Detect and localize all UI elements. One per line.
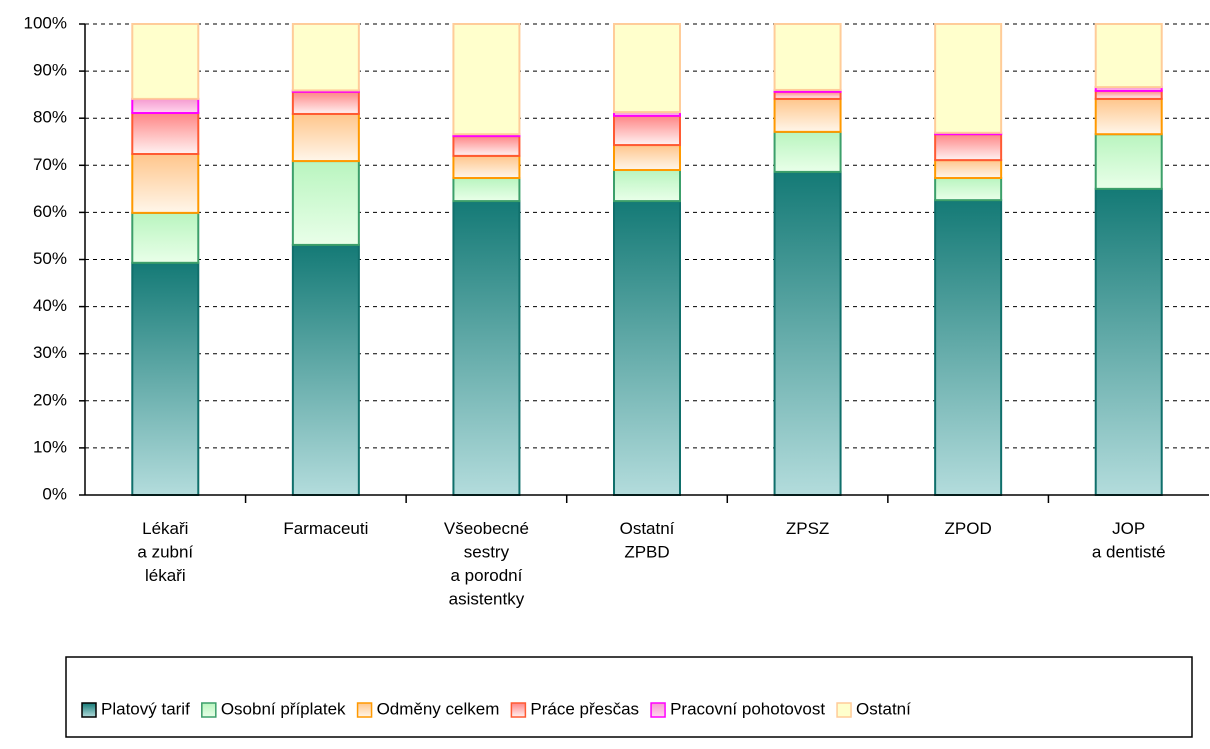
x-tick-label-line: ZPBD — [624, 543, 669, 562]
x-tick-label: Všeobecné sestry a porodní asistentky — [444, 519, 529, 609]
bar-segment — [452, 154, 521, 180]
bar-segment — [1094, 133, 1163, 190]
bar-segment — [934, 133, 1003, 162]
bar-segment — [291, 160, 360, 246]
x-tick-label: ZPOD — [945, 519, 992, 538]
x-tick-label-line: a porodní — [451, 566, 523, 585]
x-tick-label: Lékaři a zubní lékaři — [137, 519, 193, 585]
x-tick-label-line: a zubní — [137, 543, 193, 562]
x-tick-label-line: ZPSZ — [786, 519, 829, 538]
x-tick-label: Farmaceuti — [283, 519, 368, 538]
bar-segment — [452, 23, 521, 136]
x-tick-label: ZPSZ — [786, 519, 829, 538]
y-tick-label: 0% — [42, 484, 67, 503]
bar-segment — [131, 261, 200, 496]
bar-segment — [934, 159, 1003, 180]
x-tick-label-line: ZPOD — [945, 519, 992, 538]
bar-segment — [291, 23, 360, 92]
legend-swatch — [81, 702, 97, 718]
bar-segment — [773, 97, 842, 133]
legend-label: Odměny celkem — [377, 699, 500, 718]
y-tick-label: 90% — [33, 61, 67, 80]
y-tick-label: 20% — [33, 390, 67, 409]
legend-swatch — [836, 702, 852, 718]
bar-segment — [934, 23, 1003, 134]
bar-segment — [613, 144, 681, 172]
legend-swatch — [510, 702, 527, 718]
bar-segment — [291, 112, 360, 163]
bar-segment — [1094, 89, 1163, 100]
bar-segment — [613, 23, 681, 114]
bar-segment — [131, 97, 200, 115]
bar-segment — [934, 177, 1003, 202]
bar-segment — [773, 130, 842, 173]
y-tick-label: 100% — [24, 13, 67, 32]
bar-segment — [1094, 23, 1163, 89]
legend-label: Platový tarif — [101, 699, 190, 718]
legend-label: Práce přesčas — [530, 699, 639, 718]
bar-segment — [773, 90, 842, 100]
bar-segment — [131, 211, 200, 264]
x-tick-label-line: JOP — [1112, 519, 1145, 538]
x-tick-label-line: Lékaři — [142, 519, 188, 538]
bar-segment — [131, 152, 200, 214]
bar-segment — [934, 199, 1003, 497]
bar-segment — [131, 112, 200, 155]
y-tick-label: 80% — [33, 108, 67, 127]
x-tick-label-line: asistentky — [449, 590, 525, 609]
x-tick-label-line: a dentisté — [1092, 543, 1166, 562]
legend-swatch — [201, 702, 217, 718]
bar-segment — [452, 177, 521, 203]
bar-segment — [773, 23, 842, 91]
x-tick-label-line: sestry — [464, 543, 510, 562]
legend-label: Pracovní pohotovost — [670, 699, 825, 718]
x-tick-label: JOP a dentisté — [1092, 519, 1166, 562]
x-tick-label: Ostatní ZPBD — [620, 519, 675, 562]
bar-segment — [452, 200, 521, 496]
legend-label: Osobní příplatek — [221, 699, 346, 718]
legend-swatch — [650, 702, 666, 718]
y-tick-label: 30% — [33, 343, 67, 362]
bar-segment — [291, 243, 360, 496]
y-tick-label: 40% — [33, 296, 67, 315]
bar-segment — [613, 200, 681, 496]
bar-segment — [613, 114, 681, 147]
y-tick-label: 70% — [33, 155, 67, 174]
x-tick-label-line: Všeobecné — [444, 519, 529, 538]
y-tick-label: 50% — [33, 249, 67, 268]
bar-segment — [291, 90, 360, 115]
y-tick-label: 60% — [33, 202, 67, 221]
x-tick-label-line: lékaři — [145, 566, 186, 585]
legend-box — [65, 656, 1193, 738]
bar-segment — [131, 23, 200, 100]
legend-label: Ostatní — [856, 699, 911, 718]
bar-segment — [1094, 187, 1163, 496]
x-tick-label-line: Ostatní — [620, 519, 675, 538]
y-tick-label: 10% — [33, 437, 67, 456]
bar-segment — [452, 135, 521, 157]
x-tick-label-line: Farmaceuti — [283, 519, 368, 538]
bar-segment — [613, 169, 681, 203]
bar-segment — [1094, 97, 1163, 136]
bar-segment — [773, 170, 842, 496]
legend-swatch — [356, 702, 373, 718]
